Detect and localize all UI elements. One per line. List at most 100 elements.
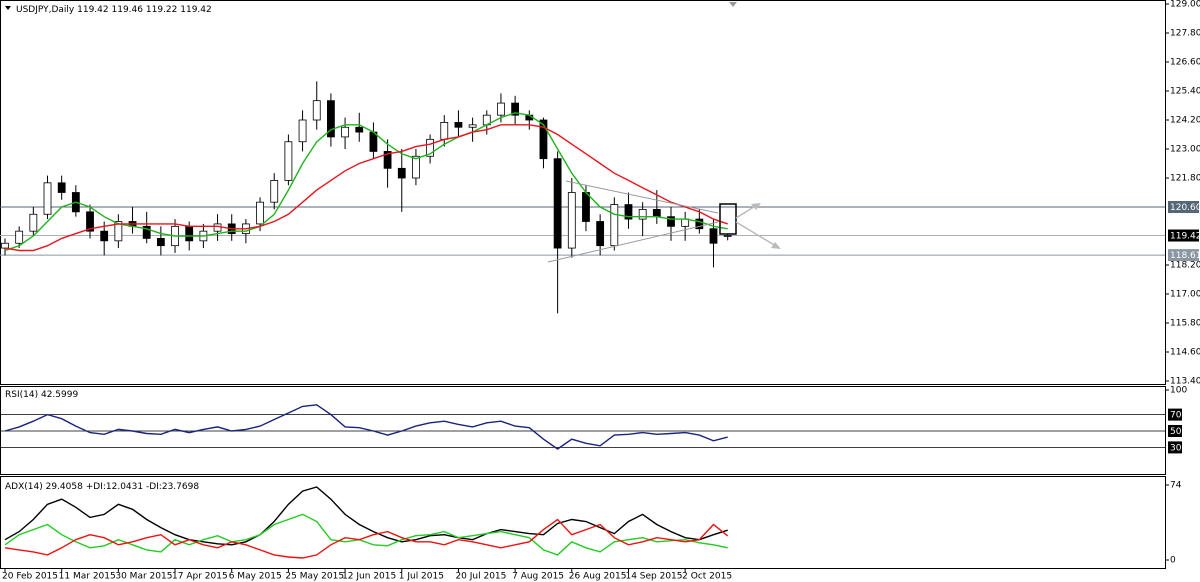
indicator-line <box>4 518 729 559</box>
candle-body <box>1 242 9 249</box>
shift-marker <box>729 2 737 7</box>
trendline <box>565 180 719 214</box>
arrow-down-head <box>771 242 781 249</box>
x-tick-label: 26 Aug 2015 <box>569 572 627 582</box>
indicator-line <box>4 112 728 252</box>
low-value: 119.22 <box>146 5 178 15</box>
candle-body <box>582 192 590 222</box>
plus-di-name: +DI: <box>86 482 106 492</box>
candle-body <box>539 119 548 160</box>
high-value: 119.46 <box>112 5 144 15</box>
plus-di-value: 12.0431 <box>106 482 143 492</box>
candle-body <box>638 209 647 220</box>
x-tick-label: 17 Apr 2015 <box>172 572 228 582</box>
candle-body <box>723 235 732 237</box>
candle-body <box>397 167 406 179</box>
candle-body <box>567 192 576 249</box>
candle-body <box>298 119 307 143</box>
x-tick-label: 6 May 2015 <box>229 572 282 582</box>
level-label-box <box>1168 249 1199 262</box>
candle-body <box>709 228 718 244</box>
rsi-title: RSI(14) <box>5 390 38 400</box>
candle-body <box>100 230 109 242</box>
candle-body <box>610 204 619 247</box>
candle-body <box>596 221 605 247</box>
candle-body <box>440 122 449 140</box>
y-tick-label: 100 <box>1170 386 1187 396</box>
candle-body <box>270 180 279 203</box>
candle-body <box>43 182 52 215</box>
x-tick-label: 14 Sep 2015 <box>625 572 682 582</box>
candle-body <box>454 122 463 128</box>
adx-value: 29.4058 <box>46 482 83 492</box>
trendline <box>547 221 719 263</box>
indicator-line <box>4 513 728 556</box>
x-tick-label: 20 Feb 2015 <box>2 572 58 582</box>
candle-body <box>667 216 675 227</box>
y-tick-label: 127.80 <box>1170 29 1200 39</box>
y-tick-label: 126.60 <box>1170 58 1200 68</box>
x-tick-label: 1 Jul 2015 <box>399 572 444 582</box>
level-label: 120.60 <box>1170 203 1200 213</box>
candle-body <box>695 218 704 230</box>
indicator-line <box>4 124 728 252</box>
x-tick-label: 25 May 2015 <box>285 572 344 582</box>
y-tick-label: 125.40 <box>1170 87 1200 97</box>
current-price-label: 119.42 <box>1170 232 1200 242</box>
y-tick-label: 129.00 <box>1170 0 1200 10</box>
candle-body <box>142 225 151 239</box>
candle-body <box>284 141 293 181</box>
y-tick-label: 117.00 <box>1170 290 1200 300</box>
minus-di-name: -DI: <box>146 482 162 492</box>
rsi-panel-frame <box>0 386 1166 475</box>
drawings <box>547 180 781 263</box>
y-tick-label: 124.20 <box>1170 116 1200 126</box>
x-tick-label: 11 Mar 2015 <box>59 572 116 582</box>
arrow-up-head <box>751 203 761 210</box>
candle-body <box>213 223 222 232</box>
y-tick-label: 115.80 <box>1170 319 1200 329</box>
y-tick-label: 74 <box>1170 481 1182 491</box>
minus-di-value: 23.7698 <box>162 482 199 492</box>
y-tick-label: 70 <box>1170 411 1182 421</box>
y-tick-label: 113.40 <box>1170 377 1200 387</box>
rsi-header: RSI(14) 42.5999 <box>5 390 78 400</box>
rsi-value: 42.5999 <box>41 390 78 400</box>
price-panel-frame <box>0 0 1166 385</box>
candle-body <box>312 100 321 121</box>
candle-body <box>341 126 349 138</box>
x-tick-label: 7 Aug 2015 <box>512 572 564 582</box>
symbol: USDJPY,Daily <box>16 5 75 15</box>
adx-panel-frame <box>0 476 1166 569</box>
y-tick-label: 0 <box>1170 556 1176 566</box>
candle-body <box>355 126 364 133</box>
x-tick-label: 20 Jul 2015 <box>455 572 506 582</box>
y-tick-box <box>1168 425 1182 437</box>
candle-body <box>497 102 505 116</box>
candle-body <box>511 102 520 116</box>
breakout-box <box>719 203 737 235</box>
arrow-up <box>735 204 758 219</box>
candle-body <box>383 151 392 169</box>
candle-body <box>29 213 38 232</box>
y-tick-label: 114.60 <box>1170 348 1200 358</box>
candle-body <box>468 124 477 128</box>
candle-body <box>57 182 66 193</box>
price-header: USDJPY,Daily 119.42 119.46 119.22 119.42 <box>16 5 212 15</box>
candle-body <box>624 204 633 220</box>
indicator-line <box>4 404 728 450</box>
close-value: 119.42 <box>180 5 212 15</box>
open-value: 119.42 <box>77 5 109 15</box>
candle-body <box>114 221 123 242</box>
x-tick-label: 30 Mar 2015 <box>115 572 172 582</box>
candle-body <box>15 230 24 244</box>
y-tick-box <box>1168 408 1182 421</box>
adx-title: ADX(14) <box>5 482 43 492</box>
candle-body <box>412 155 420 179</box>
menu-arrow[interactable] <box>5 6 11 10</box>
x-tick-label: 12 Jun 2015 <box>342 572 396 582</box>
y-tick-label: 123.00 <box>1170 145 1200 155</box>
y-tick-box <box>1168 441 1182 454</box>
x-tick-label: 2 Oct 2015 <box>682 572 732 582</box>
